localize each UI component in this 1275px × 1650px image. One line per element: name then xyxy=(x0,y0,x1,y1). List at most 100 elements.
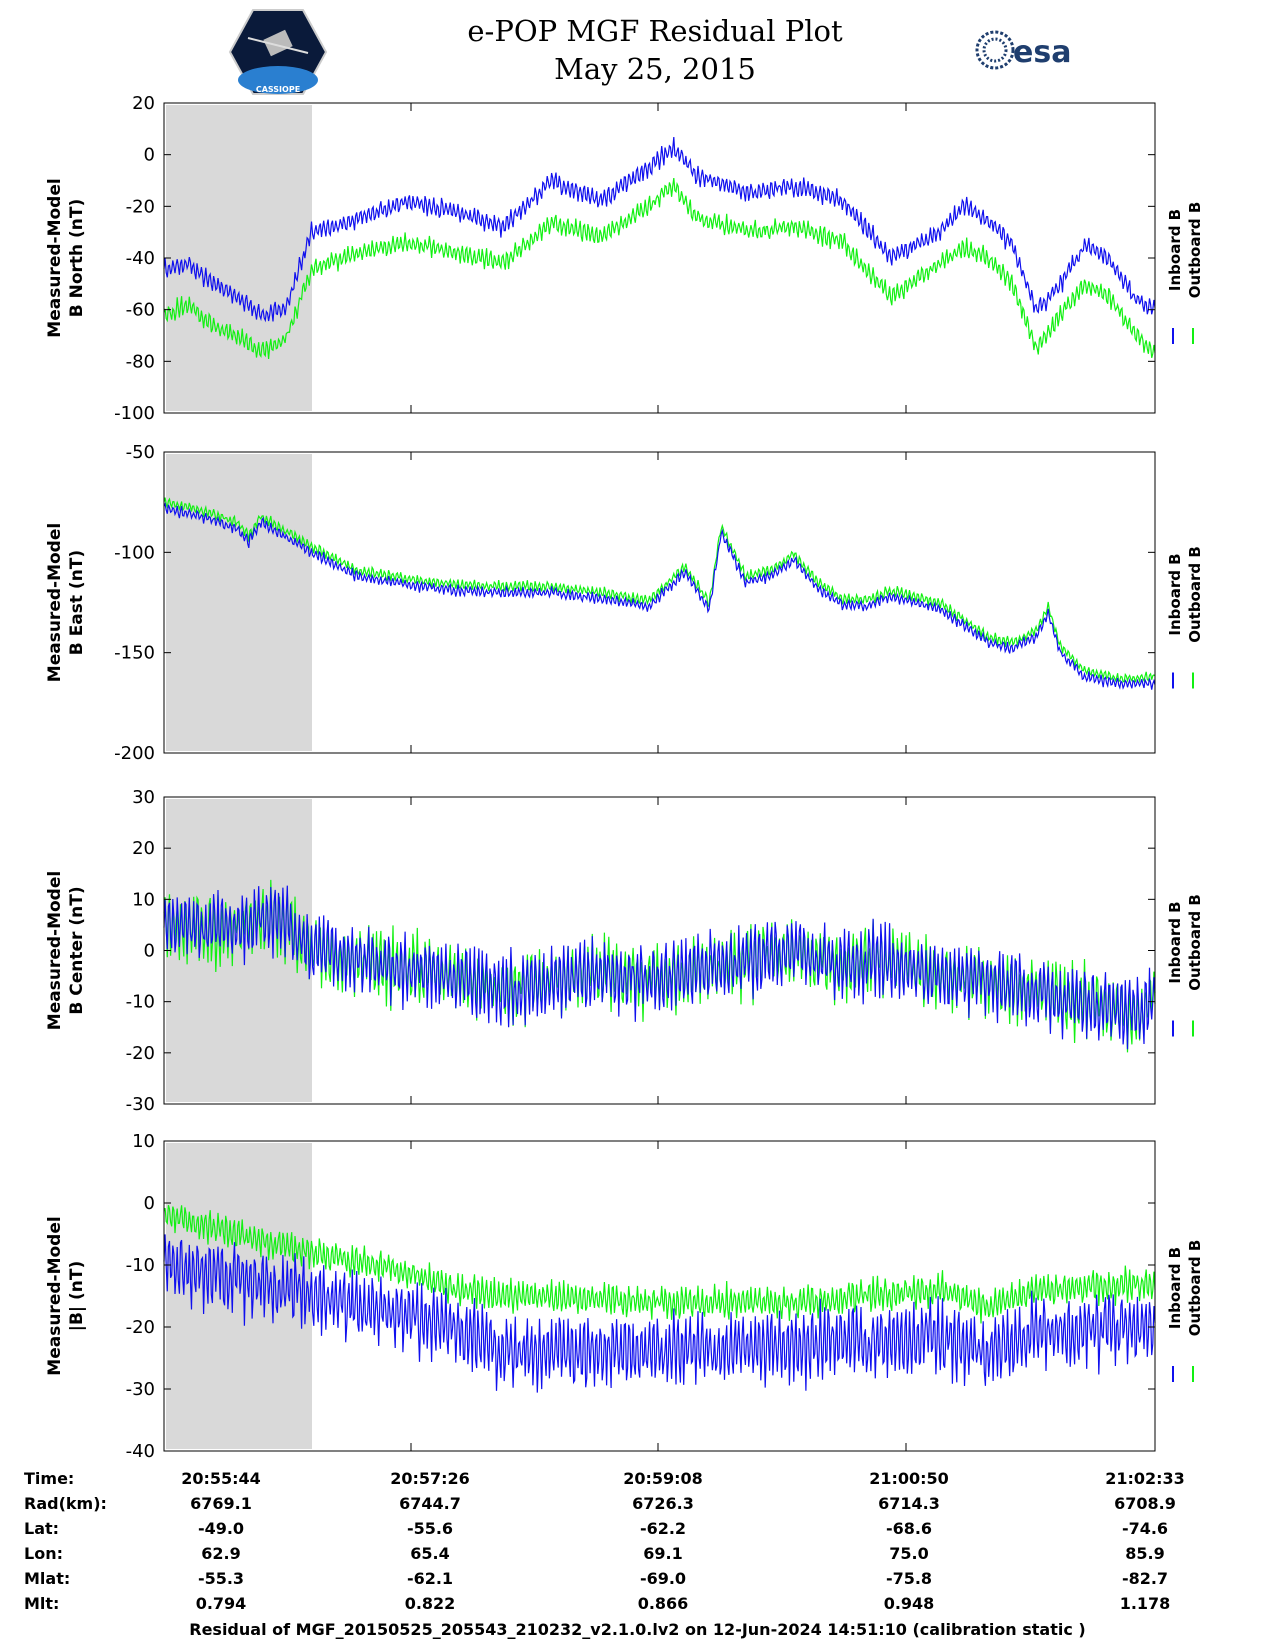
y-tick-label: -10 xyxy=(126,992,155,1013)
y-axis-label-line: B North (nT) xyxy=(67,199,87,318)
y-axis-label-line: B Center (nT) xyxy=(67,886,87,1014)
y-axis-label: Measured-Model B Center (nT) xyxy=(45,871,87,1030)
esa-logo: esa xyxy=(975,30,1071,70)
shaded-region xyxy=(166,1143,312,1449)
legend-outboard-label: Outboard B xyxy=(1186,202,1204,299)
y-tick-label: 10 xyxy=(132,1131,155,1152)
outboard-series-line xyxy=(163,178,1156,359)
panel-3: 30 20 10 0 -10 -20 -30 Measured-Model B Center (… xyxy=(45,787,1204,1115)
ephemeris-cell: -74.6 xyxy=(1121,1519,1169,1538)
y-axis-label-line: B East (nT) xyxy=(67,550,87,655)
ephemeris-cell: 6744.7 xyxy=(399,1494,461,1513)
inboard-series-line xyxy=(163,136,1156,323)
inboard-series-line xyxy=(163,885,1156,1050)
ephemeris-cell: -55.3 xyxy=(197,1569,245,1588)
ephemeris-cell: 75.0 xyxy=(889,1544,929,1563)
ephemeris-cell: -55.6 xyxy=(406,1519,454,1538)
outboard-series-line xyxy=(163,1205,1156,1324)
y-tick-label: -20 xyxy=(126,1317,155,1338)
y-axis-label-line: |B| (nT) xyxy=(67,1261,87,1332)
esa-logo-text: esa xyxy=(1013,35,1071,70)
ephemeris-row-label: Lat: xyxy=(24,1519,60,1538)
shaded-region xyxy=(166,105,312,411)
legend-inboard-label: Inboard B xyxy=(1166,901,1184,983)
ephemeris-cell: -68.6 xyxy=(885,1519,933,1538)
ephemeris-cell: -49.0 xyxy=(197,1519,245,1538)
legend-outboard-label: Outboard B xyxy=(1186,1240,1204,1337)
cassiope-logo: CASSIOPE xyxy=(228,9,328,95)
ephemeris-cell: 21:02:33 xyxy=(1105,1469,1185,1488)
shaded-region xyxy=(166,799,312,1102)
y-axis-label-line: Measured-Model xyxy=(45,523,65,682)
y-tick-label: -150 xyxy=(114,643,155,664)
legend-outboard-label: Outboard B xyxy=(1186,894,1204,991)
y-tick-label: -80 xyxy=(126,351,155,372)
plot-frame xyxy=(163,1140,1156,1452)
ephemeris-cell: 20:59:08 xyxy=(623,1469,703,1488)
y-tick-label: -100 xyxy=(114,542,155,563)
ephemeris-cell: -82.7 xyxy=(1121,1569,1169,1588)
y-tick-label: 20 xyxy=(132,93,155,114)
ephemeris-cell: 20:57:26 xyxy=(390,1469,470,1488)
y-axis-label-line: Measured-Model xyxy=(45,178,65,337)
ephemeris-cell: -62.1 xyxy=(406,1569,454,1588)
panel-1: 20 0 -20 -40 -60 -80 -100 Measured-Model B North… xyxy=(45,93,1204,424)
ephemeris-cell: 62.9 xyxy=(201,1544,241,1563)
inboard-series-line xyxy=(163,1234,1156,1393)
ephemeris-cell: 6726.3 xyxy=(632,1494,694,1513)
y-tick-label: 30 xyxy=(132,787,155,808)
legend-inboard-label: Inboard B xyxy=(1166,553,1184,635)
plot-frame xyxy=(163,102,1156,414)
ephemeris-row-label: Time: xyxy=(24,1469,75,1488)
y-tick-label: 10 xyxy=(132,889,155,910)
y-tick-label: -30 xyxy=(126,1094,155,1115)
panel-4: 10 0 -10 -20 -30 -40 Measured-Model |B| (nT) Inb… xyxy=(45,1131,1204,1462)
y-axis-label: Measured-Model B North (nT) xyxy=(45,178,87,337)
ephemeris-cell: 0.794 xyxy=(195,1594,247,1613)
ephemeris-row-label: Lon: xyxy=(24,1544,63,1563)
chart-date: May 25, 2015 xyxy=(554,52,756,86)
ephemeris-cell: 21:00:50 xyxy=(869,1469,949,1488)
y-axis-label-line: Measured-Model xyxy=(45,1216,65,1375)
y-tick-label: -200 xyxy=(114,743,155,764)
y-tick-label: -10 xyxy=(126,1255,155,1276)
ephemeris-cell: 65.4 xyxy=(410,1544,450,1563)
outboard-series-line xyxy=(163,497,1156,684)
ephemeris-cell: 6708.9 xyxy=(1114,1494,1176,1513)
y-tick-label: 0 xyxy=(144,1193,155,1214)
ephemeris-cell: 6769.1 xyxy=(190,1494,252,1513)
ephemeris-cell: -69.0 xyxy=(639,1569,687,1588)
ephemeris-cell: 20:55:44 xyxy=(181,1469,261,1488)
ephemeris-cell: 0.866 xyxy=(637,1594,689,1613)
ephemeris-row-label: Mlt: xyxy=(24,1594,60,1613)
shaded-region xyxy=(166,454,312,751)
y-tick-label: -30 xyxy=(126,1379,155,1400)
cassiope-logo-text: CASSIOPE xyxy=(256,85,300,94)
y-tick-label: -40 xyxy=(126,1441,155,1462)
ephemeris-cell: 69.1 xyxy=(643,1544,683,1563)
inboard-series-line xyxy=(163,502,1156,690)
plot-frame xyxy=(163,451,1156,754)
y-tick-label: -20 xyxy=(126,1043,155,1064)
y-axis-label: Measured-Model B East (nT) xyxy=(45,523,87,682)
y-axis-label-line: Measured-Model xyxy=(45,871,65,1030)
y-tick-label: -20 xyxy=(126,196,155,217)
legend-inboard-label: Inboard B xyxy=(1166,1247,1184,1329)
ephemeris-cell: -75.8 xyxy=(885,1569,933,1588)
y-axis-label: Measured-Model |B| (nT) xyxy=(45,1216,87,1375)
chart-title: e-POP MGF Residual Plot xyxy=(467,14,843,48)
y-tick-label: -40 xyxy=(126,248,155,269)
ephemeris-cell: -62.2 xyxy=(639,1519,687,1538)
y-tick-label: 20 xyxy=(132,838,155,859)
legend-inboard-label: Inboard B xyxy=(1166,209,1184,291)
ephemeris-cell: 0.822 xyxy=(404,1594,456,1613)
ephemeris-cell: 0.948 xyxy=(883,1594,935,1613)
footer-caption: Residual of MGF_20150525_205543_210232_v… xyxy=(189,1620,1086,1639)
ephemeris-row-label: Mlat: xyxy=(24,1569,71,1588)
ephemeris-row-label: Rad(km): xyxy=(24,1494,107,1513)
ephemeris-cell: 6714.3 xyxy=(878,1494,940,1513)
y-tick-label: -100 xyxy=(114,403,155,424)
panel-2: -50 -100 -150 -200 Measured-Model B East (nT)… xyxy=(45,442,1204,764)
y-tick-label: -50 xyxy=(126,442,155,463)
